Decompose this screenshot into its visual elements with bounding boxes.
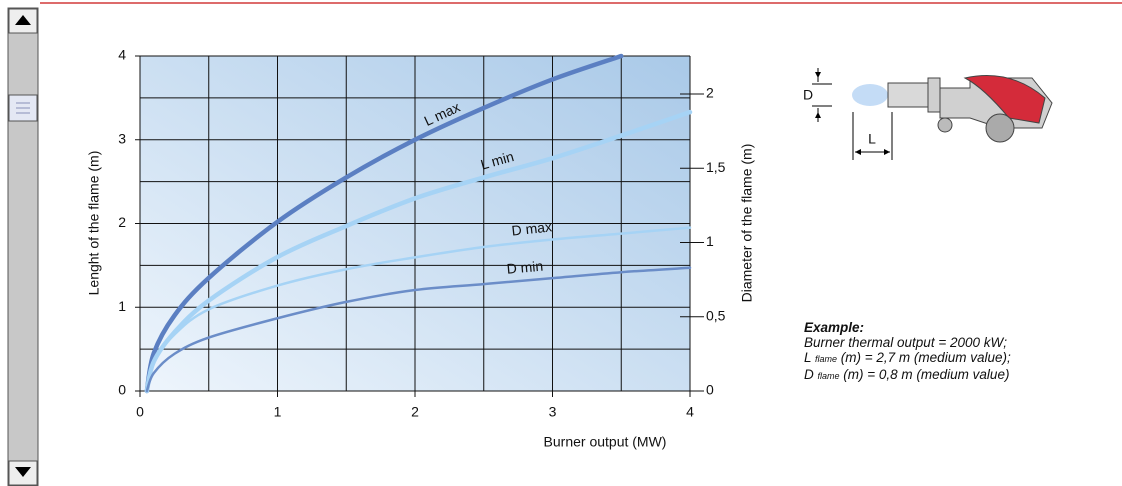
y-tick-label: 1 xyxy=(118,298,126,314)
example-line: L flame (m) = 2,7 m (medium value); xyxy=(804,350,1011,365)
y2-tick-label: 2 xyxy=(706,85,714,101)
x-tick-label: 0 xyxy=(136,404,144,420)
symbol: D xyxy=(804,367,814,382)
curve-label: D max xyxy=(511,218,553,238)
subscript: flame xyxy=(815,354,838,364)
blast-tube xyxy=(887,82,931,108)
y-tick-label: 4 xyxy=(118,47,126,63)
y2-tick-label: 0,5 xyxy=(706,307,726,323)
x-tick-label: 3 xyxy=(549,404,557,420)
d-label: D xyxy=(803,87,813,103)
series-line xyxy=(145,226,692,393)
flame xyxy=(852,84,888,106)
text: (m) = 2,7 m (medium value); xyxy=(837,350,1011,365)
flange xyxy=(927,77,941,113)
example-title: Example: xyxy=(804,320,865,335)
series-line xyxy=(144,53,624,394)
x-tick-label: 2 xyxy=(411,404,419,420)
l-label: L xyxy=(868,131,876,147)
scroll-track xyxy=(7,7,39,486)
y2-tick-label: 1,5 xyxy=(706,159,726,175)
down-arrow xyxy=(15,467,31,477)
series-line xyxy=(145,266,692,393)
y2-tick-label: 0 xyxy=(706,382,714,398)
y2-axis-title: Diameter of the flame (m) xyxy=(739,144,755,303)
burner-cover xyxy=(963,75,1046,124)
example-line: Burner thermal output = 2000 kW; xyxy=(804,335,1007,350)
subscript: flame xyxy=(817,371,840,381)
example-line: D flame (m) = 0,8 m (medium value) xyxy=(804,367,1009,382)
y2-tick-label: 1 xyxy=(706,233,714,249)
up-arrow xyxy=(15,15,31,25)
thumb-grip xyxy=(16,102,30,114)
x-tick-label: 4 xyxy=(686,404,694,420)
y-tick-label: 3 xyxy=(118,130,126,146)
x-axis-title: Burner output (MW) xyxy=(544,434,667,450)
text: (m) = 0,8 m (medium value) xyxy=(839,367,1010,382)
y-tick-label: 0 xyxy=(118,382,126,398)
curve-label: D min xyxy=(506,258,544,277)
burner-diagram: D L xyxy=(803,68,1053,160)
symbol: L xyxy=(804,350,812,365)
d-dim xyxy=(812,68,832,122)
scrollbar[interactable] xyxy=(7,7,39,486)
y-axis-title: Lenght of the flame (m) xyxy=(86,151,102,296)
fan xyxy=(985,113,1015,143)
example: Example: Burner thermal output = 2000 kW… xyxy=(804,320,1011,384)
y-tick-label: 2 xyxy=(118,214,126,230)
x-tick-label: 1 xyxy=(274,404,282,420)
motor xyxy=(937,117,953,133)
